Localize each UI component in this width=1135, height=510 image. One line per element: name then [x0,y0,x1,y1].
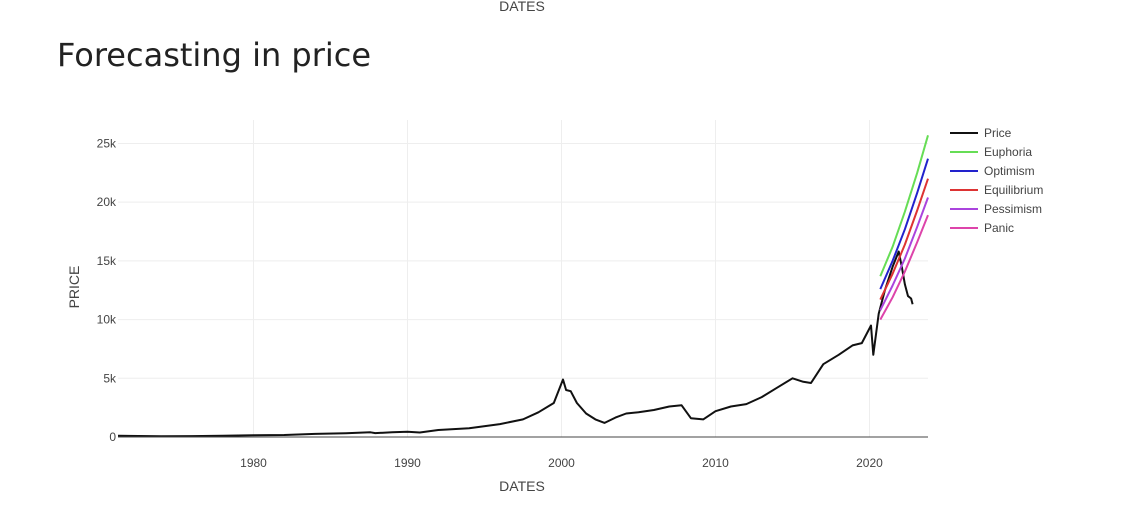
legend-label: Price [984,126,1012,140]
legend-label: Optimism [984,164,1035,178]
grid [118,120,928,437]
x-tick-label: 2020 [856,456,883,470]
legend-item-euphoria[interactable]: Euphoria [950,145,1032,159]
legend-label: Panic [984,221,1014,235]
x-axis-title: DATES [499,478,545,494]
legend-label: Euphoria [984,145,1032,159]
y-tick-label: 10k [97,313,117,327]
y-tick-label: 15k [97,254,117,268]
series-lines [117,135,929,438]
legend-label: Pessimism [984,202,1042,216]
legend-item-optimism[interactable]: Optimism [950,164,1035,178]
chart-title: Forecasting in price [57,36,371,74]
y-tick-label: 0 [109,430,116,444]
y-axis-title: PRICE [66,266,82,309]
series-line-equilibrium [879,178,929,301]
legend[interactable]: Price Euphoria Optimism Equilibrium Pessimis… [950,126,1043,235]
series-line-panic [879,214,929,321]
legend-item-price[interactable]: Price [950,126,1012,140]
y-tick-label: 25k [97,136,117,150]
y-tick-label: 20k [97,195,117,209]
legend-label: Equilibrium [984,183,1043,197]
legend-item-pessimism[interactable]: Pessimism [950,202,1042,216]
axes: 1980 1990 2000 2010 2020 0 5k 10k 15k 20k 25k [97,136,928,470]
series-line-price [117,250,914,438]
x-tick-label: 1990 [394,456,421,470]
top-axis-label: DATES [499,0,545,14]
y-tick-label: 5k [103,371,117,385]
x-tick-label: 2010 [702,456,729,470]
series-line-pessimism [879,197,929,311]
legend-item-equilibrium[interactable]: Equilibrium [950,183,1043,197]
series-line-euphoria [879,135,929,277]
series-line-optimism [879,158,929,290]
x-tick-label: 1980 [240,456,267,470]
x-tick-label: 2000 [548,456,575,470]
legend-item-panic[interactable]: Panic [950,221,1014,235]
